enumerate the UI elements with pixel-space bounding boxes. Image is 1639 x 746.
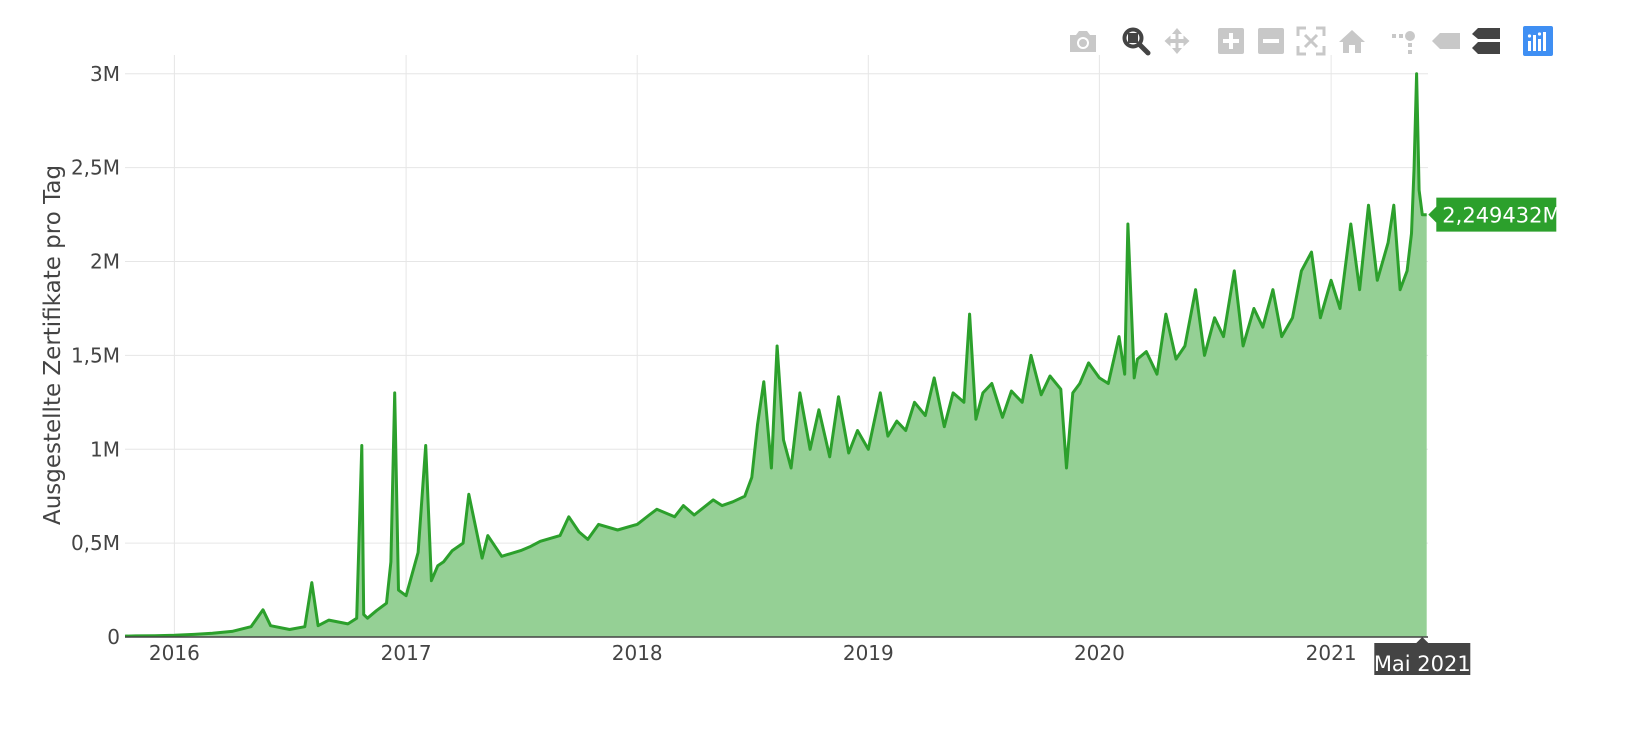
y-tick-label: 0,5M <box>71 531 120 555</box>
spike-lines-icon[interactable] <box>1388 24 1422 58</box>
hover-x-box <box>1374 637 1471 675</box>
hover-compare-icon[interactable] <box>1469 24 1503 58</box>
y-axis-ticks: 0 0,5M 1M 1,5M 2M 2,5M 3M <box>71 62 120 649</box>
x-tick-label: 2019 <box>843 641 894 665</box>
y-tick-label: 2,5M <box>71 156 120 180</box>
y-tick-label: 0 <box>107 625 120 649</box>
zoom-out-icon[interactable] <box>1254 24 1288 58</box>
hover-closest-icon[interactable] <box>1429 24 1463 58</box>
hover-y-box <box>1428 197 1557 232</box>
reset-axes-icon[interactable] <box>1335 24 1369 58</box>
y-tick-label: 2M <box>90 250 120 274</box>
x-axis-ticks: 2016 2017 2018 2019 2020 2021 <box>149 641 1357 665</box>
hover-y-label: 2,249432M <box>1442 204 1560 228</box>
area-fill <box>125 73 1427 638</box>
x-tick-label: 2016 <box>149 641 200 665</box>
y-tick-label: 3M <box>90 62 120 86</box>
x-tick-label: 2017 <box>381 641 432 665</box>
x-tick-label: 2021 <box>1306 641 1357 665</box>
zoom-in-icon[interactable] <box>1214 24 1248 58</box>
modebar <box>0 0 1639 80</box>
y-axis-title: Ausgestellte Zertifikate pro Tag <box>40 165 66 525</box>
pan-icon[interactable] <box>1160 24 1194 58</box>
y-tick-label: 1,5M <box>71 343 120 367</box>
autoscale-icon[interactable] <box>1294 24 1328 58</box>
hover-x-label: Mai 2021 <box>1374 652 1471 676</box>
plotly-logo-icon[interactable] <box>1521 24 1555 58</box>
camera-icon[interactable] <box>1066 24 1100 58</box>
y-tick-label: 1M <box>90 437 120 461</box>
x-tick-label: 2018 <box>612 641 663 665</box>
x-tick-label: 2020 <box>1074 641 1125 665</box>
series-line <box>124 72 1427 638</box>
zoom-icon[interactable] <box>1119 24 1153 58</box>
hover-tooltip: 2,249432M Mai 2021 <box>1374 197 1561 676</box>
